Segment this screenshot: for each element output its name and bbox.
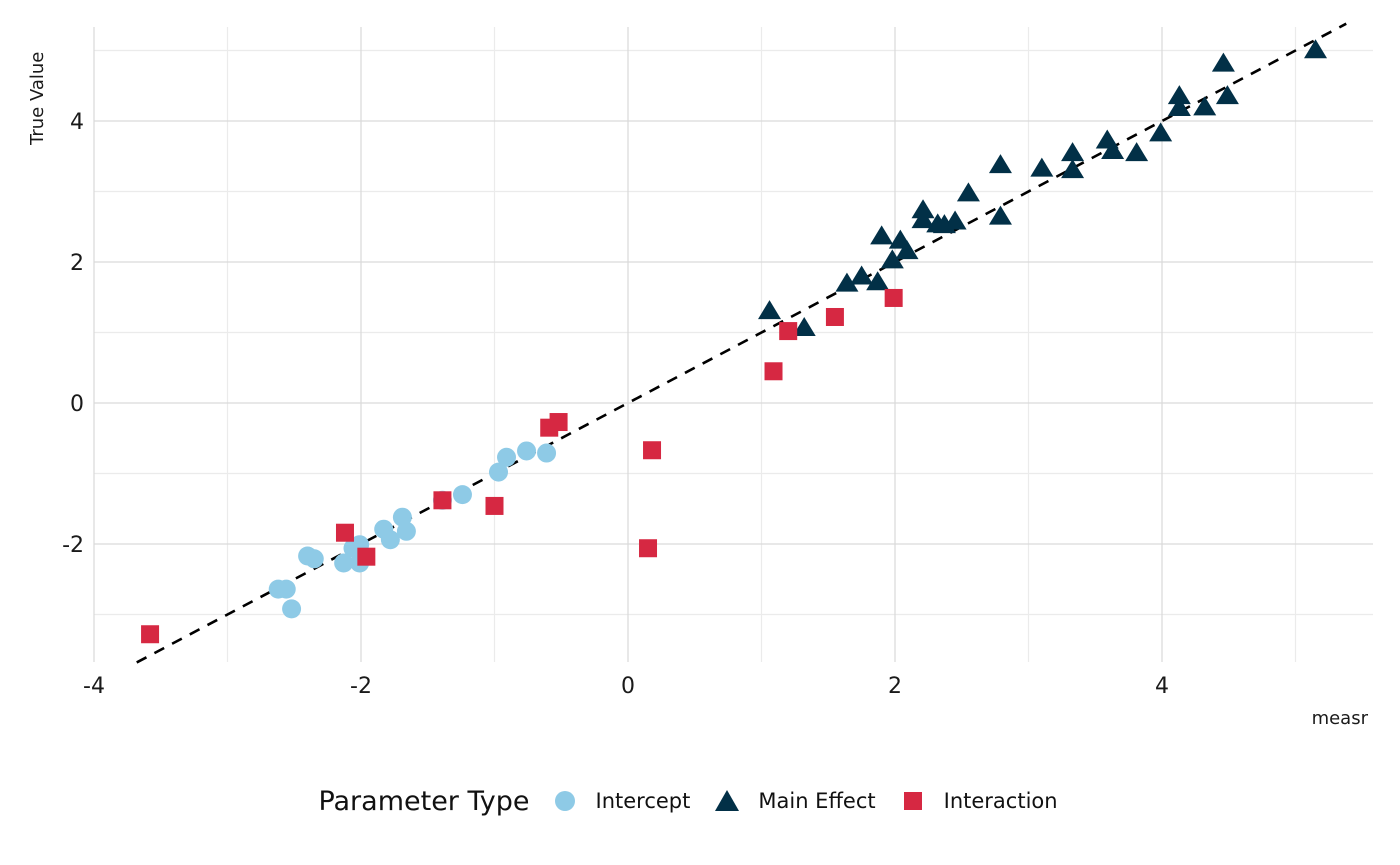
data-point-triangle [1061, 159, 1085, 179]
legend-label: Main Effect [758, 789, 876, 813]
x-tick-label: -2 [350, 674, 372, 699]
data-point-triangle [850, 265, 874, 285]
data-point-square [141, 625, 160, 644]
series-intercept [268, 441, 557, 619]
legend-label: Interaction [943, 789, 1058, 813]
data-point-triangle [870, 225, 894, 245]
data-point-circle [517, 441, 537, 461]
data-point-triangle [1101, 140, 1125, 160]
x-tick-label: 4 [1155, 674, 1169, 699]
data-point-triangle [1149, 122, 1173, 142]
x-axis-tick-labels: -4 -2 0 2 4 [83, 674, 1169, 699]
y-tick-label: 2 [70, 251, 84, 276]
data-point-square [639, 539, 658, 558]
data-point-square [825, 307, 844, 326]
data-point-square [643, 441, 662, 460]
data-point-square [357, 547, 376, 566]
data-point-circle [489, 462, 509, 482]
series-main-effect [758, 39, 1328, 337]
data-point-triangle [1167, 85, 1191, 105]
data-point-circle [334, 553, 354, 573]
data-point-triangle [866, 271, 890, 291]
y-tick-label: -2 [62, 533, 84, 558]
legend-label: Intercept [595, 789, 691, 813]
data-point-triangle [911, 199, 935, 219]
y-axis-tick-labels: -2 0 2 4 [62, 110, 84, 558]
data-point-circle [452, 485, 472, 505]
data-point-triangle [835, 272, 859, 292]
data-point-square [433, 491, 452, 510]
data-point-square [764, 362, 783, 381]
data-point-triangle [1193, 96, 1217, 116]
data-point-triangle [956, 182, 980, 202]
legend: Parameter Type Intercept Main Effect Int… [0, 780, 1400, 822]
data-point-square [335, 523, 354, 542]
y-axis-title: True Value [27, 52, 48, 146]
data-point-circle [497, 447, 517, 467]
data-point-triangle [943, 210, 967, 230]
minor-gridlines [94, 27, 1373, 662]
data-point-triangle [1167, 97, 1191, 117]
data-points [141, 39, 1328, 644]
data-point-circle [396, 521, 416, 541]
data-point-square [884, 288, 903, 307]
data-point-triangle [1215, 85, 1239, 105]
y-tick-label: 0 [70, 392, 84, 417]
data-point-triangle [792, 317, 816, 337]
circle-icon [552, 788, 578, 814]
legend-item-intercept[interactable]: Intercept [552, 788, 691, 814]
data-point-circle [380, 530, 400, 550]
x-tick-label: 2 [888, 674, 902, 699]
legend-item-main-effect[interactable]: Main Effect [714, 788, 876, 814]
x-axis-title: measr [1312, 708, 1369, 729]
x-tick-label: 0 [621, 674, 635, 699]
data-point-triangle [895, 240, 919, 260]
data-point-triangle [988, 205, 1012, 225]
data-point-triangle [1061, 142, 1085, 162]
data-point-circle [537, 443, 557, 463]
data-point-triangle [1304, 39, 1328, 59]
major-gridlines [93, 27, 1373, 662]
data-point-circle [276, 579, 296, 599]
data-point-square [549, 413, 568, 432]
data-point-circle [304, 549, 324, 569]
data-point-triangle [988, 154, 1012, 174]
data-point-square [485, 496, 504, 515]
data-point-triangle [911, 209, 935, 229]
square-icon [900, 788, 926, 814]
data-point-triangle [1125, 142, 1149, 162]
data-point-triangle [1030, 157, 1054, 177]
data-point-triangle [1211, 52, 1235, 72]
x-tick-label: -4 [83, 674, 105, 699]
data-point-circle [282, 599, 302, 619]
legend-title: Parameter Type [318, 785, 530, 817]
series-interaction [141, 288, 903, 644]
triangle-icon [714, 788, 740, 814]
y-tick-label: 4 [70, 110, 84, 135]
data-point-triangle [880, 249, 904, 269]
legend-item-interaction[interactable]: Interaction [900, 788, 1058, 814]
data-point-square [779, 322, 798, 341]
data-point-triangle [758, 300, 782, 320]
